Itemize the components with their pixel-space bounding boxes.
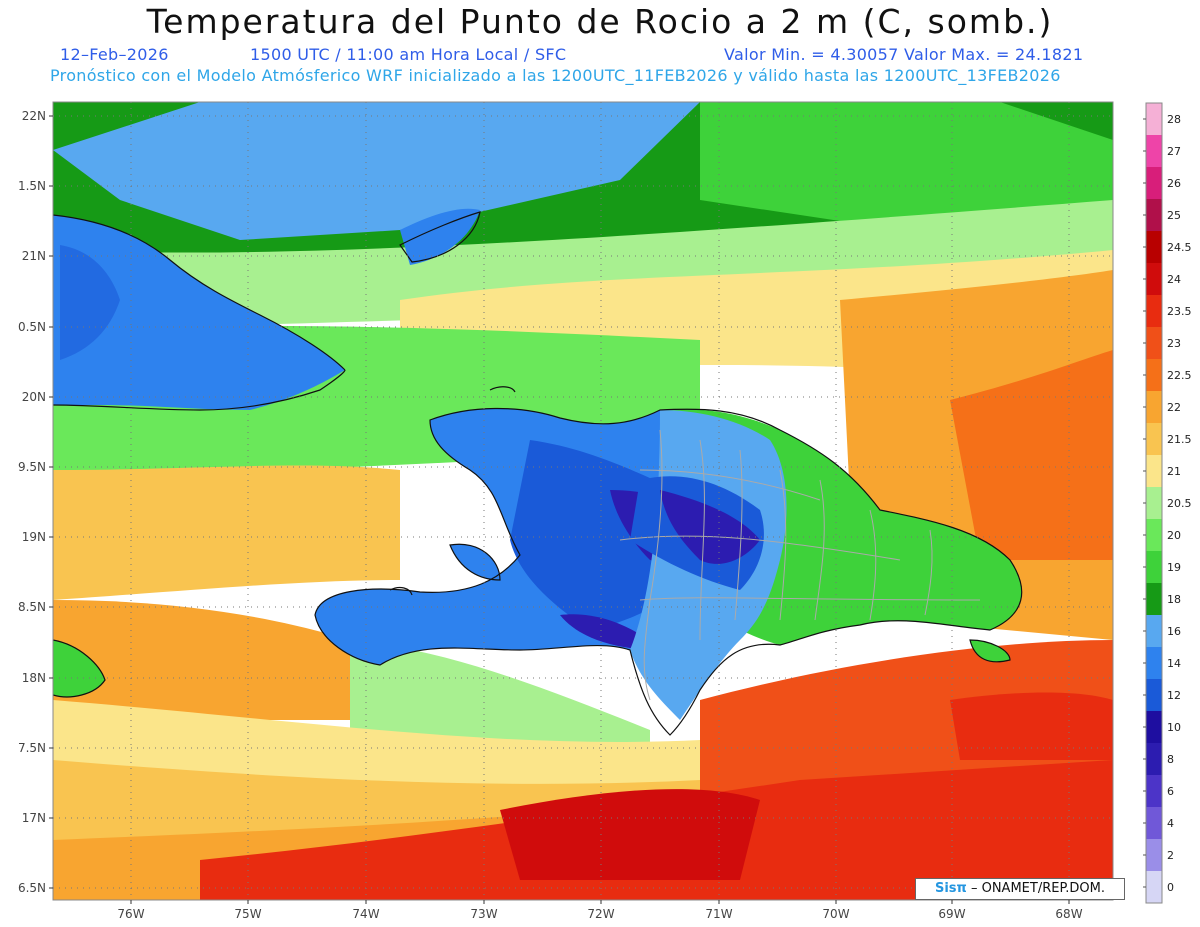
credit-text: – ONAMET/REP.DOM. <box>970 881 1105 896</box>
legend-swatch <box>1146 391 1162 424</box>
lat-label: 0.5N <box>18 320 46 334</box>
legend-label: 21.5 <box>1167 433 1192 446</box>
map-field <box>53 102 1113 900</box>
legend-label: 22 <box>1167 401 1181 414</box>
legend-swatch <box>1146 679 1162 712</box>
legend-swatch <box>1146 199 1162 232</box>
legend-label: 2 <box>1167 849 1174 862</box>
legend-label: 12 <box>1167 689 1181 702</box>
legend-label: 23.5 <box>1167 305 1192 318</box>
legend-label: 16 <box>1167 625 1181 638</box>
legend-label: 24 <box>1167 273 1181 286</box>
lon-label: 70W <box>822 907 849 921</box>
province-borders <box>619 429 981 701</box>
legend-swatch <box>1146 231 1162 264</box>
legend-label: 19 <box>1167 561 1181 574</box>
legend-label: 10 <box>1167 721 1181 734</box>
min-max-values: Valor Min. = 4.30057 Valor Max. = 24.182… <box>724 45 1084 64</box>
legend-label: 4 <box>1167 817 1174 830</box>
legend-swatch <box>1146 711 1162 744</box>
legend-swatch <box>1146 455 1162 488</box>
legend-label: 22.5 <box>1167 369 1192 382</box>
legend-label: 20 <box>1167 529 1181 542</box>
lat-label: 7.5N <box>18 741 46 755</box>
legend-label: 8 <box>1167 753 1174 766</box>
legend-swatch <box>1146 135 1162 168</box>
legend-swatch <box>1146 327 1162 360</box>
legend-label: 18 <box>1167 593 1181 606</box>
lon-label: 74W <box>352 907 379 921</box>
legend-swatch <box>1146 807 1162 840</box>
legend-label: 21 <box>1167 465 1181 478</box>
legend-label: 6 <box>1167 785 1174 798</box>
legend-swatch <box>1146 359 1162 392</box>
legend-swatch <box>1146 871 1162 904</box>
legend-swatch <box>1146 487 1162 520</box>
lon-label: 69W <box>938 907 965 921</box>
lat-label: 21N <box>22 249 46 263</box>
legend-label: 26 <box>1167 177 1181 190</box>
lon-label: 73W <box>470 907 497 921</box>
lat-label: 18N <box>22 671 46 685</box>
legend-swatch <box>1146 263 1162 296</box>
lat-label: 22N <box>22 109 46 123</box>
lon-label: 71W <box>705 907 732 921</box>
lat-label: 9.5N <box>18 460 46 474</box>
legend-swatch <box>1146 647 1162 680</box>
legend-swatch <box>1146 103 1162 136</box>
sispi-logo: Sisπ <box>934 881 967 896</box>
lat-label: 19N <box>22 530 46 544</box>
legend-swatch <box>1146 551 1162 584</box>
legend-swatch <box>1146 583 1162 616</box>
coastlines <box>53 211 1023 736</box>
credit-box: Sisπ – ONAMET/REP.DOM. <box>915 878 1125 900</box>
lat-labels: 22N 1.5N 21N 0.5N 20N 9.5N 19N 8.5N 18N … <box>18 109 46 895</box>
lat-label: 8.5N <box>18 600 46 614</box>
legend-swatch <box>1146 775 1162 808</box>
legend-label: 23 <box>1167 337 1181 350</box>
lat-label: 20N <box>22 390 46 404</box>
map-title: Temperatura del Punto de Rocio a 2 m (C,… <box>146 2 1054 41</box>
lon-label: 68W <box>1055 907 1082 921</box>
lat-label: 17N <box>22 811 46 825</box>
legend-swatch <box>1146 615 1162 648</box>
forecast-time: 1500 UTC / 11:00 am Hora Local / SFC <box>250 45 567 64</box>
map-frame <box>52 101 1114 901</box>
legend-swatch <box>1146 423 1162 456</box>
legend-label: 0 <box>1167 881 1174 894</box>
lon-label: 76W <box>117 907 144 921</box>
legend-label: 25 <box>1167 209 1181 222</box>
legend-swatch <box>1146 295 1162 328</box>
legend-swatch <box>1146 519 1162 552</box>
graticule <box>53 102 1113 900</box>
forecast-date: 12–Feb–2026 <box>60 45 169 64</box>
axis-ticks <box>49 115 1070 904</box>
color-legend: 2827262524.52423.52322.52221.52120.52019… <box>1143 102 1192 904</box>
model-info: Pronóstico con el Modelo Atmósferico WRF… <box>50 66 1061 85</box>
legend-label: 14 <box>1167 657 1181 670</box>
lon-label: 72W <box>587 907 614 921</box>
legend-label: 27 <box>1167 145 1181 158</box>
lat-label: 6.5N <box>18 881 46 895</box>
legend-swatch <box>1146 743 1162 776</box>
legend-label: 28 <box>1167 113 1181 126</box>
lon-labels: 76W 75W 74W 73W 72W 71W 70W 69W 68W <box>117 907 1082 921</box>
legend-label: 24.5 <box>1167 241 1192 254</box>
lon-label: 75W <box>234 907 261 921</box>
legend-swatch <box>1146 839 1162 872</box>
legend-swatch <box>1146 167 1162 200</box>
lat-label: 1.5N <box>18 179 46 193</box>
legend-label: 20.5 <box>1167 497 1192 510</box>
